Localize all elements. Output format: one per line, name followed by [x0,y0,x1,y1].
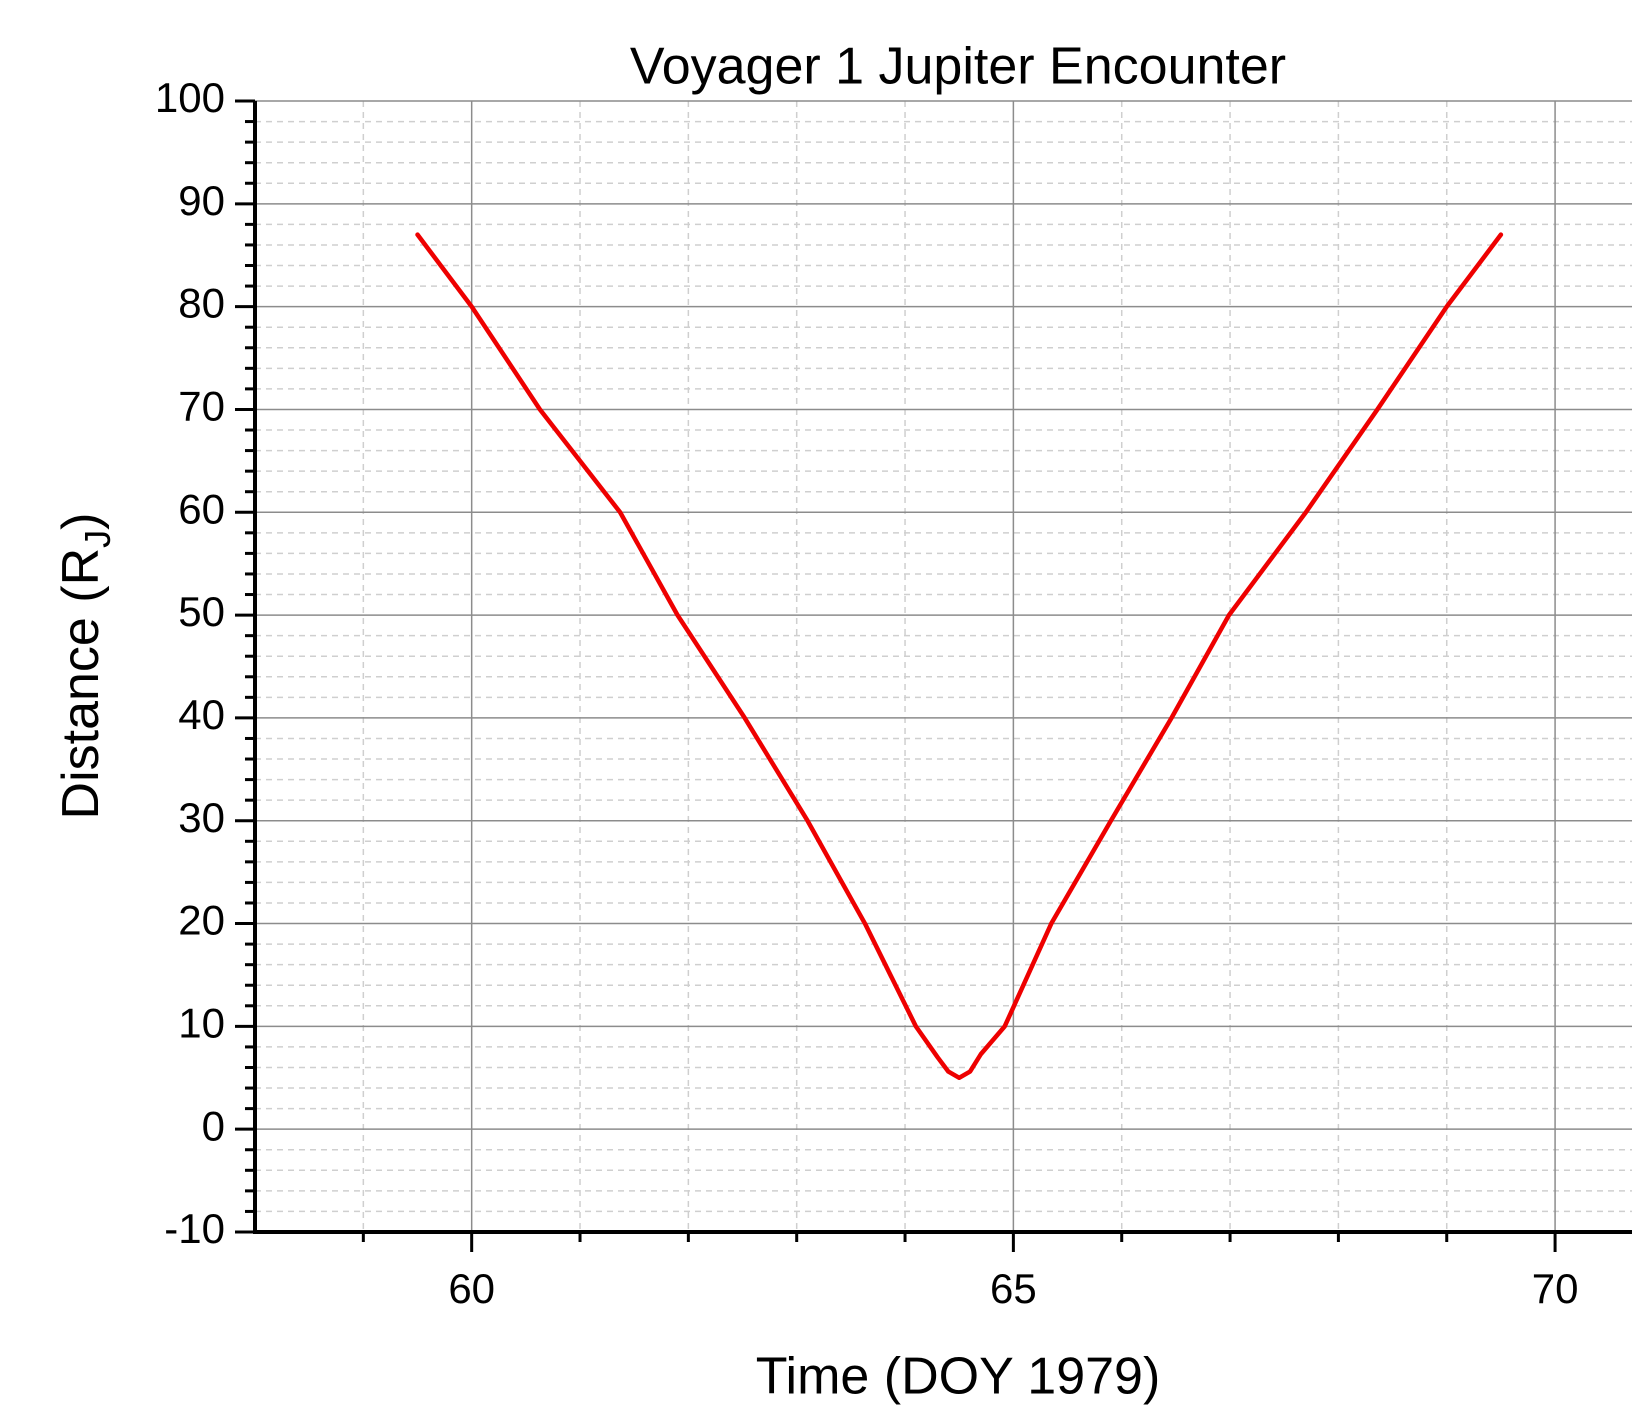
y-tick-label: 0 [202,1102,225,1149]
y-tick-label: 70 [178,383,225,430]
y-tick-label: 20 [178,897,225,944]
data-line [415,232,1504,1081]
x-tick-label: 65 [990,1265,1037,1312]
chart-title: Voyager 1 Jupiter Encounter [630,38,1286,96]
y-tick-label: 100 [155,74,225,121]
y-tick-label: -10 [164,1205,225,1252]
x-tick-label: 70 [1532,1265,1579,1312]
y-tick-label: 60 [178,485,225,532]
y-label-main: Distance (R [52,548,110,820]
y-tick-label: 90 [178,177,225,224]
y-label-sub: J [77,530,118,548]
x-tick-label: 60 [448,1265,495,1312]
y-label-end: ) [52,513,110,530]
y-tick-label: 50 [178,588,225,635]
y-tick-label: 10 [178,999,225,1046]
y-axis-label: Distance (RJ) [52,513,118,820]
y-tick-label: 80 [178,280,225,327]
y-tick-label: 40 [178,691,225,738]
x-axis-label: Time (DOY 1979) [756,1348,1161,1406]
y-tick-label: 30 [178,794,225,841]
